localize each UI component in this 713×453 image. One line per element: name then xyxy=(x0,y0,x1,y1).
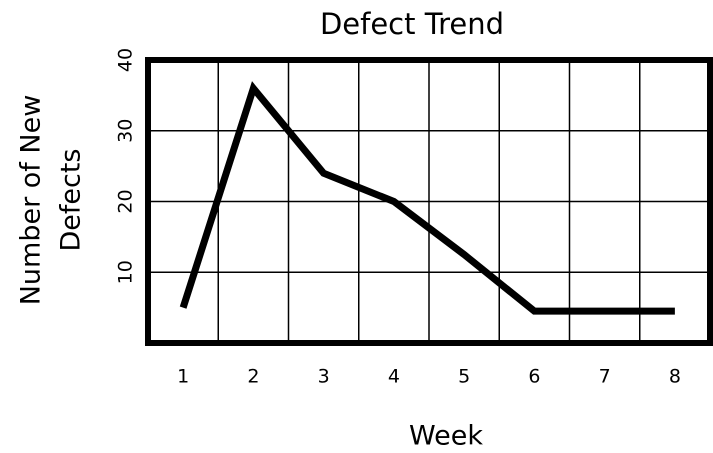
y-tick-label: 20 xyxy=(115,189,137,213)
y-axis-label: Number of New xyxy=(16,95,47,306)
data-line xyxy=(179,81,675,315)
x-tick-label: 7 xyxy=(599,366,611,388)
x-tick-label: 8 xyxy=(669,366,681,388)
chart-title: Defect Trend xyxy=(320,7,504,41)
x-tick-label: 2 xyxy=(247,366,259,388)
y-axis-label: Defects xyxy=(56,148,87,251)
x-tick-label: 1 xyxy=(177,366,189,388)
x-tick-label: 6 xyxy=(528,366,540,388)
x-axis-label: Week xyxy=(409,421,483,452)
x-tick-label: 5 xyxy=(458,366,470,388)
x-tick-label: 4 xyxy=(388,366,400,388)
y-tick-label: 10 xyxy=(115,260,137,284)
y-tick-label: 30 xyxy=(115,119,137,143)
x-tick-label: 3 xyxy=(318,366,330,388)
plot-frame xyxy=(145,57,713,346)
y-tick-label: 40 xyxy=(115,48,137,72)
